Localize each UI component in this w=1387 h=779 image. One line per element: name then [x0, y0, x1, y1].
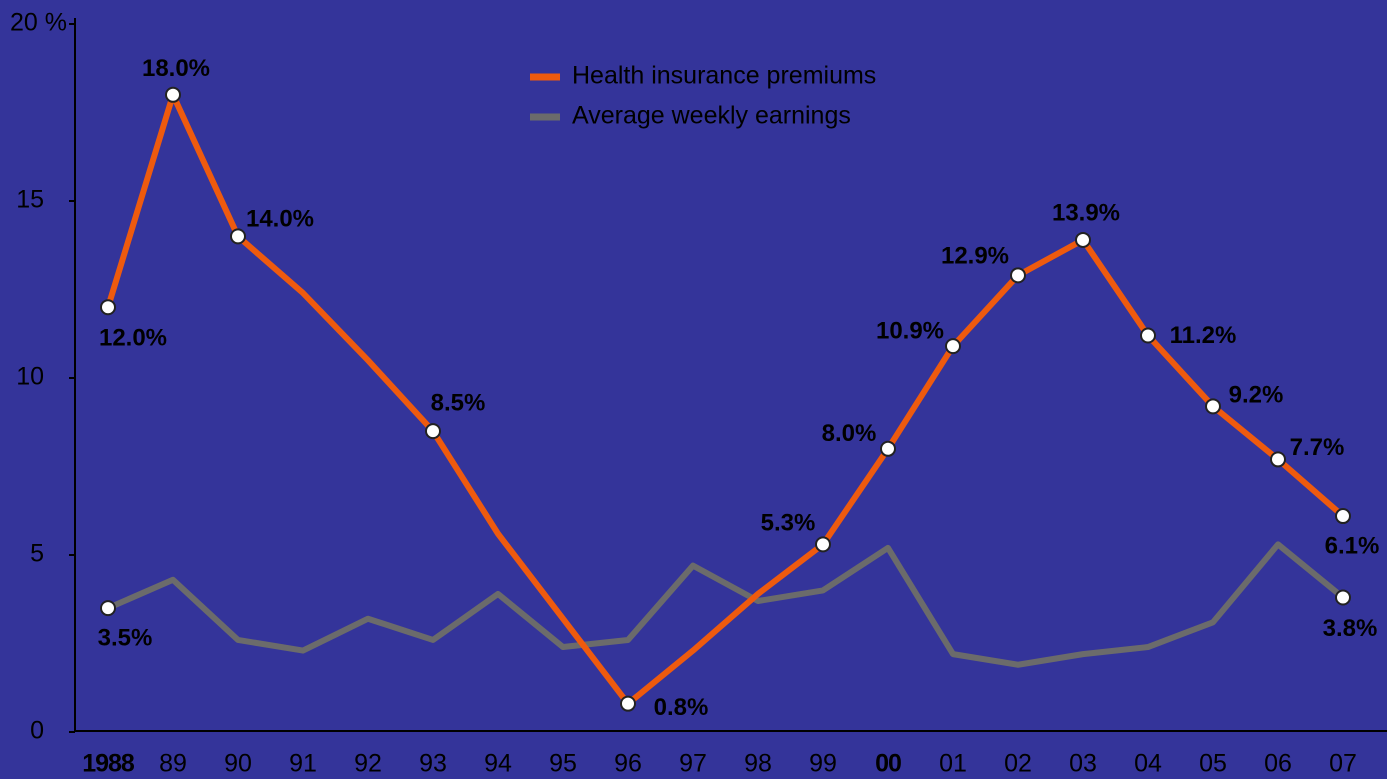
- data-label: 18.0%: [142, 55, 210, 82]
- data-label: 8.5%: [431, 389, 486, 416]
- y-tick-label: 0: [30, 717, 44, 745]
- x-tick-label: 89: [159, 750, 187, 778]
- data-label: 7.7%: [1290, 434, 1345, 461]
- x-tick-label: 95: [549, 750, 577, 778]
- point-marker: [1205, 398, 1221, 415]
- point-marker: [1010, 267, 1026, 284]
- point-marker: [230, 228, 246, 245]
- data-label: 6.1%: [1325, 532, 1380, 559]
- x-tick-label: 97: [679, 750, 707, 778]
- point-marker: [880, 440, 896, 457]
- x-tick-label: 94: [484, 750, 512, 778]
- point-marker: [165, 86, 181, 103]
- x-tick-label: 07: [1329, 750, 1357, 778]
- data-label: 5.3%: [761, 510, 816, 537]
- data-label: 9.2%: [1229, 382, 1284, 409]
- data-label: 12.0%: [99, 325, 167, 352]
- x-tick-label: 03: [1069, 750, 1097, 778]
- point-marker: [945, 338, 961, 355]
- y-tick-label: 20 %: [10, 9, 67, 37]
- data-label: 3.8%: [1323, 615, 1378, 642]
- x-tick-label: 93: [419, 750, 447, 778]
- point-marker: [1140, 327, 1156, 344]
- point-marker: [1270, 451, 1286, 468]
- x-tick-label: 96: [614, 750, 642, 778]
- point-marker: [1335, 589, 1351, 606]
- x-tick-label: 04: [1134, 750, 1162, 778]
- x-tick-label: 90: [224, 750, 252, 778]
- x-tick-label: 06: [1264, 750, 1292, 778]
- y-tick-label: 15: [16, 186, 44, 214]
- x-tick-label: 99: [809, 750, 837, 778]
- legend-label: Average weekly earnings: [572, 102, 851, 130]
- series-line: [106, 541, 1345, 668]
- x-tick-label: 01: [939, 750, 967, 778]
- y-tick-label: 5: [30, 540, 44, 568]
- x-tick-label: 91: [289, 750, 317, 778]
- series-line: [105, 91, 1345, 707]
- point-marker: [100, 299, 116, 316]
- point-marker: [620, 695, 636, 712]
- y-tick-label: 10: [16, 363, 44, 391]
- x-tick-label: 98: [744, 750, 772, 778]
- data-label: 0.8%: [654, 694, 709, 721]
- data-label: 14.0%: [246, 206, 314, 233]
- legend-label: Health insurance premiums: [572, 62, 876, 90]
- data-label: 8.0%: [822, 420, 877, 447]
- data-label: 3.5%: [98, 624, 153, 651]
- point-marker: [1335, 508, 1351, 525]
- x-tick-label: 00: [875, 750, 901, 778]
- point-marker: [100, 600, 116, 617]
- x-tick-label: 1988: [82, 750, 135, 778]
- x-tick-label: 05: [1199, 750, 1227, 778]
- data-label: 11.2%: [1170, 322, 1237, 349]
- x-tick-label: 92: [354, 750, 382, 778]
- point-marker: [1075, 231, 1091, 248]
- data-label: 12.9%: [941, 243, 1009, 270]
- data-label: 10.9%: [876, 317, 944, 344]
- point-marker: [815, 536, 831, 553]
- data-label: 13.9%: [1052, 199, 1120, 226]
- x-tick-label: 02: [1004, 750, 1032, 778]
- point-marker: [425, 423, 441, 440]
